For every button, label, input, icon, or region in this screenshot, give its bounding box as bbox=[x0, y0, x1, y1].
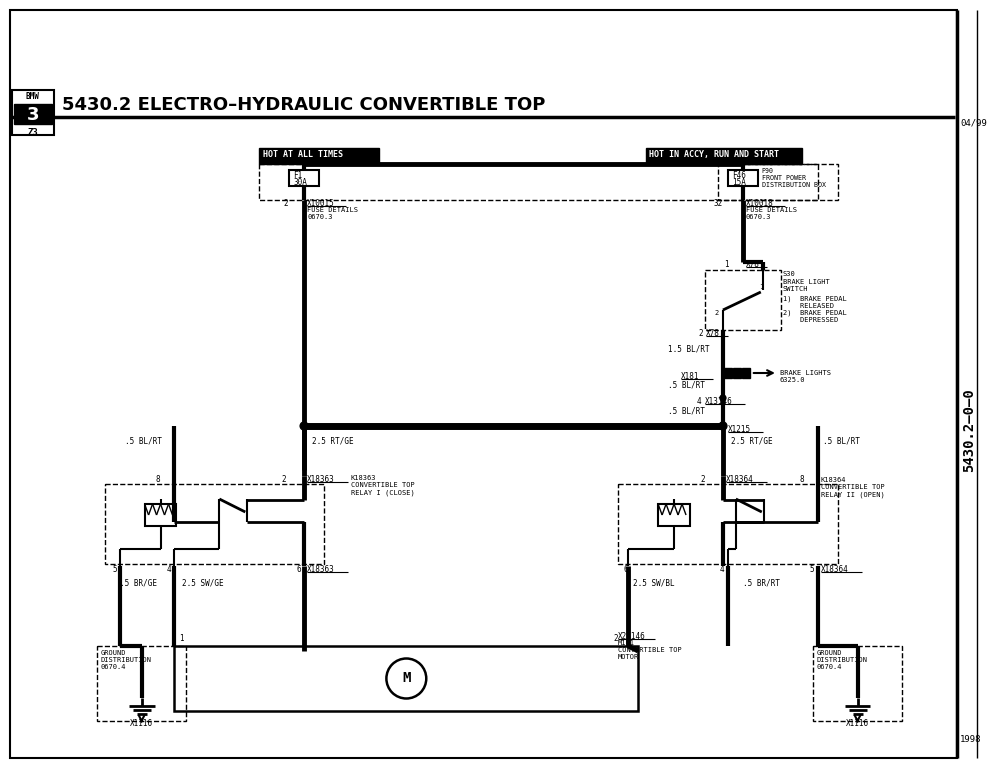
Text: .5 BL/RT: .5 BL/RT bbox=[668, 381, 705, 390]
Text: FUSE DETAILS
0670.3: FUSE DETAILS 0670.3 bbox=[307, 207, 358, 220]
Text: 4: 4 bbox=[167, 565, 171, 574]
Text: 2: 2 bbox=[701, 475, 705, 484]
Bar bbox=[175, 646, 638, 711]
Text: X23146: X23146 bbox=[618, 632, 646, 641]
Text: 1: 1 bbox=[180, 634, 184, 643]
Text: X10015: X10015 bbox=[307, 199, 335, 208]
Text: 6: 6 bbox=[296, 565, 301, 574]
Bar bbox=[724, 368, 732, 378]
Text: X18363: X18363 bbox=[307, 565, 335, 574]
Text: 2.5 RT/GE: 2.5 RT/GE bbox=[312, 436, 354, 445]
Text: 2: 2 bbox=[613, 634, 618, 643]
Text: 15A: 15A bbox=[732, 178, 746, 187]
Text: 32: 32 bbox=[714, 199, 723, 208]
Bar bbox=[742, 368, 749, 378]
Text: 1998: 1998 bbox=[960, 735, 982, 744]
Text: X1215: X1215 bbox=[728, 425, 751, 434]
Text: 2: 2 bbox=[715, 310, 720, 316]
Text: HOT IN ACCY, RUN AND START: HOT IN ACCY, RUN AND START bbox=[649, 150, 779, 159]
Text: 2.5 SW/GE: 2.5 SW/GE bbox=[183, 578, 224, 587]
Text: FRONT POWER
DISTRIBUTION BOX: FRONT POWER DISTRIBUTION BOX bbox=[761, 175, 826, 188]
Text: BRAKE LIGHTS
6325.0: BRAKE LIGHTS 6325.0 bbox=[779, 370, 831, 383]
Text: S30: S30 bbox=[782, 271, 795, 277]
Bar bbox=[718, 164, 838, 200]
Bar bbox=[813, 646, 903, 721]
Text: .5 BL/RT: .5 BL/RT bbox=[823, 436, 860, 445]
Text: 2: 2 bbox=[699, 329, 703, 338]
Text: 4: 4 bbox=[720, 565, 725, 574]
Text: .5 BR/RT: .5 BR/RT bbox=[743, 578, 780, 587]
Text: 5: 5 bbox=[112, 565, 117, 574]
Text: 6: 6 bbox=[623, 565, 628, 574]
Text: 8: 8 bbox=[156, 475, 161, 484]
Text: X18364: X18364 bbox=[821, 565, 849, 574]
Text: X181: X181 bbox=[681, 372, 700, 381]
Text: Z3: Z3 bbox=[28, 128, 39, 137]
Text: 1)  BRAKE PEDAL
    RELEASED
2)  BRAKE PEDAL
    DEPRESSED: 1) BRAKE PEDAL RELEASED 2) BRAKE PEDAL D… bbox=[782, 295, 847, 323]
Bar bbox=[618, 484, 838, 564]
Text: X13146: X13146 bbox=[705, 397, 733, 406]
Text: .5 BR/GE: .5 BR/GE bbox=[119, 578, 157, 587]
Text: X10018: X10018 bbox=[746, 199, 773, 208]
Text: 3: 3 bbox=[27, 106, 39, 124]
Text: 2: 2 bbox=[281, 475, 286, 484]
Text: BMW: BMW bbox=[26, 92, 40, 101]
Text: 04/99: 04/99 bbox=[960, 118, 987, 127]
Text: 8: 8 bbox=[799, 475, 804, 484]
Text: BRAKE LIGHT
SWITCH: BRAKE LIGHT SWITCH bbox=[782, 279, 830, 292]
Text: 2.5 RT/GE: 2.5 RT/GE bbox=[731, 436, 772, 445]
Bar bbox=[259, 148, 379, 164]
Text: K18363
CONVERTIBLE TOP
RELAY I (CLOSE): K18363 CONVERTIBLE TOP RELAY I (CLOSE) bbox=[351, 475, 414, 495]
Text: HOT AT ALL TIMES: HOT AT ALL TIMES bbox=[263, 150, 343, 159]
Text: 5430.2–0–0: 5430.2–0–0 bbox=[962, 388, 976, 472]
Text: 5430.2 ELECTRO–HYDRAULIC CONVERTIBLE TOP: 5430.2 ELECTRO–HYDRAULIC CONVERTIBLE TOP bbox=[62, 96, 545, 114]
Text: K18364
CONVERTIBLE TOP
RELAY II (OPEN): K18364 CONVERTIBLE TOP RELAY II (OPEN) bbox=[821, 477, 885, 498]
Text: 2.5 SW/BL: 2.5 SW/BL bbox=[633, 578, 675, 587]
Text: 4: 4 bbox=[697, 397, 701, 406]
Bar bbox=[96, 646, 187, 721]
Circle shape bbox=[300, 422, 308, 430]
Bar bbox=[14, 104, 52, 124]
Text: F1: F1 bbox=[293, 171, 302, 180]
Text: P90: P90 bbox=[761, 168, 773, 174]
Bar bbox=[658, 504, 690, 526]
Bar bbox=[289, 170, 319, 186]
Text: .5 BL/RT: .5 BL/RT bbox=[668, 406, 705, 415]
Text: GROUND
DISTRIBUTION
0670.4: GROUND DISTRIBUTION 0670.4 bbox=[100, 650, 152, 670]
Bar bbox=[259, 164, 818, 200]
Text: 30A: 30A bbox=[293, 178, 307, 187]
Bar bbox=[144, 504, 177, 526]
Text: 5: 5 bbox=[810, 565, 814, 574]
Bar bbox=[12, 90, 54, 135]
Text: FUSE DETAILS
0670.3: FUSE DETAILS 0670.3 bbox=[746, 207, 797, 220]
Bar bbox=[733, 368, 741, 378]
Circle shape bbox=[719, 422, 727, 430]
Text: 1.5 BL/RT: 1.5 BL/RT bbox=[668, 345, 710, 354]
Text: .5 BL/RT: .5 BL/RT bbox=[124, 436, 162, 445]
Circle shape bbox=[720, 395, 726, 401]
Bar bbox=[646, 148, 802, 164]
Text: M: M bbox=[403, 671, 411, 686]
Bar bbox=[728, 170, 757, 186]
Text: F46: F46 bbox=[732, 171, 746, 180]
Text: X78: X78 bbox=[746, 260, 759, 269]
Text: X18364: X18364 bbox=[726, 475, 753, 484]
Bar bbox=[705, 270, 780, 330]
Text: 2: 2 bbox=[283, 199, 288, 208]
Text: X18363: X18363 bbox=[307, 475, 335, 484]
Text: M101
CONVERTIBLE TOP
MOTOR: M101 CONVERTIBLE TOP MOTOR bbox=[618, 640, 682, 660]
Text: 1: 1 bbox=[725, 260, 729, 269]
Text: X78: X78 bbox=[706, 329, 720, 338]
Text: GROUND
DISTRIBUTION
0670.4: GROUND DISTRIBUTION 0670.4 bbox=[817, 650, 868, 670]
Text: X1116: X1116 bbox=[846, 719, 869, 728]
Text: X1116: X1116 bbox=[130, 719, 153, 728]
Bar bbox=[104, 484, 324, 564]
Text: 1: 1 bbox=[758, 284, 763, 290]
